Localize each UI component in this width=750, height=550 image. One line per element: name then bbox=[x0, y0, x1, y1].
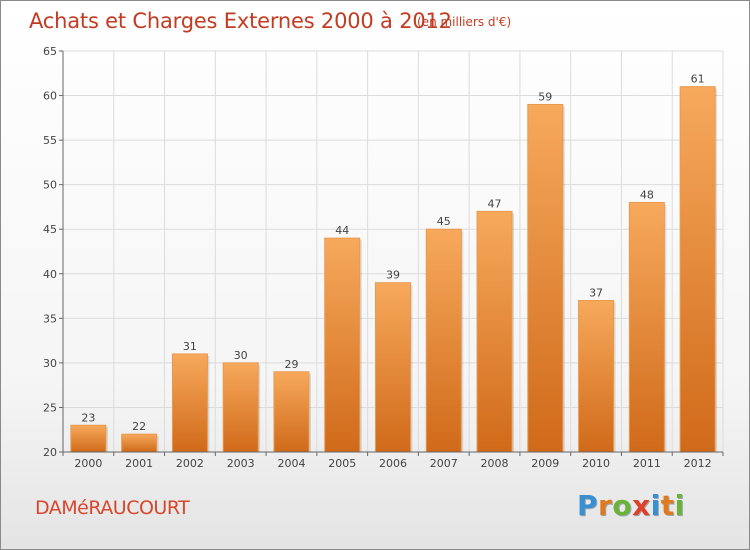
x-tick-label-2012: 2012 bbox=[684, 457, 712, 470]
data-label-2003: 30 bbox=[234, 349, 248, 362]
logo-letter: x bbox=[632, 489, 651, 522]
bar-2003 bbox=[222, 362, 259, 453]
data-label-2001: 22 bbox=[132, 420, 146, 433]
y-tick-label-45: 45 bbox=[43, 223, 57, 236]
bar-2008 bbox=[476, 210, 513, 453]
logo-letter: i bbox=[650, 489, 661, 522]
bar-2012 bbox=[679, 86, 716, 453]
x-tick-label-2003: 2003 bbox=[227, 457, 255, 470]
chart-title: Achats et Charges Externes 2000 à 2012 bbox=[29, 9, 452, 33]
bar-2010 bbox=[578, 300, 615, 453]
x-tick-label-2010: 2010 bbox=[582, 457, 610, 470]
bars bbox=[70, 86, 718, 453]
y-tick-label-65: 65 bbox=[43, 45, 57, 58]
bar-2011 bbox=[628, 201, 665, 453]
x-tick-label-2007: 2007 bbox=[430, 457, 458, 470]
data-label-2005: 44 bbox=[335, 224, 349, 237]
y-tick-label-60: 60 bbox=[43, 90, 57, 103]
bar-2000 bbox=[70, 424, 107, 453]
y-tick-label-40: 40 bbox=[43, 268, 57, 281]
axes: 20 25 30 35 40 45 50 55 60 65 2000 2001 2002 2003 2004… bbox=[43, 45, 724, 470]
bar-2002 bbox=[171, 353, 208, 453]
bar-2004 bbox=[273, 371, 310, 453]
data-label-2002: 31 bbox=[183, 340, 197, 353]
data-label-2009: 59 bbox=[538, 90, 552, 103]
y-tick-label-30: 30 bbox=[43, 357, 57, 370]
data-label-2004: 29 bbox=[284, 358, 298, 371]
data-label-2006: 39 bbox=[386, 269, 400, 282]
data-label-2008: 47 bbox=[488, 197, 502, 210]
data-label-2011: 48 bbox=[640, 188, 654, 201]
x-tick-label-2004: 2004 bbox=[277, 457, 305, 470]
y-tick-label-50: 50 bbox=[43, 179, 57, 192]
y-tick-label-35: 35 bbox=[43, 312, 57, 325]
logo-letter: i bbox=[674, 489, 685, 522]
x-tick-label-2000: 2000 bbox=[74, 457, 102, 470]
bar-2006 bbox=[375, 282, 411, 453]
data-label-2000: 23 bbox=[81, 411, 95, 424]
y-tick-label-55: 55 bbox=[43, 134, 57, 147]
commune-name: DAMéRAUCOURT bbox=[35, 497, 190, 519]
data-label-2010: 37 bbox=[589, 287, 603, 300]
x-tick-label-2008: 2008 bbox=[481, 457, 509, 470]
data-label-2007: 45 bbox=[437, 215, 451, 228]
x-tick-label-2001: 2001 bbox=[125, 457, 153, 470]
logo-letter: o bbox=[612, 489, 633, 522]
x-tick-label-2006: 2006 bbox=[379, 457, 407, 470]
x-tick-label-2009: 2009 bbox=[531, 457, 559, 470]
x-tick-label-2011: 2011 bbox=[633, 457, 661, 470]
data-label-2012: 61 bbox=[691, 73, 705, 86]
bar-2001 bbox=[121, 433, 158, 453]
data-labels: 23 22 31 30 29 44 39 45 47 59 37 48 61 bbox=[81, 73, 704, 434]
logo-letter: P bbox=[577, 489, 599, 522]
chart-subtitle: (en milliers d'€) bbox=[417, 15, 512, 29]
logo-letter: t bbox=[660, 489, 675, 522]
bar-2009 bbox=[527, 103, 564, 453]
x-tick-label-2002: 2002 bbox=[176, 457, 204, 470]
x-tick-label-2005: 2005 bbox=[328, 457, 356, 470]
proxiti-logo: Proxiti bbox=[577, 489, 685, 522]
bar-2007 bbox=[425, 228, 462, 453]
bar-2005 bbox=[324, 237, 361, 453]
y-tick-label-25: 25 bbox=[43, 401, 57, 414]
y-tick-label-20: 20 bbox=[43, 446, 57, 459]
logo-letter: r bbox=[598, 489, 613, 522]
